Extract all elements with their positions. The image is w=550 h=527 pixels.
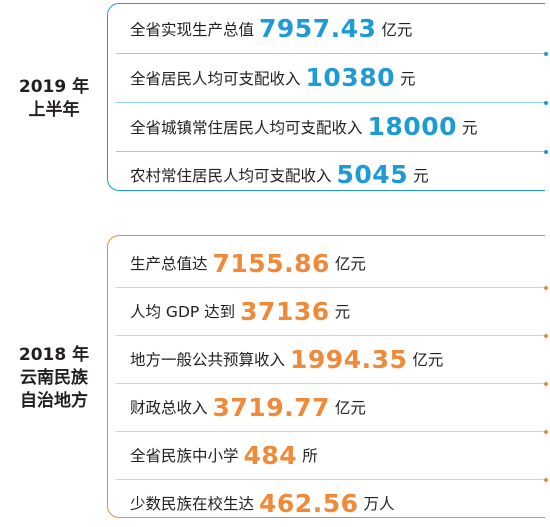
stat-value: 7957.43 [259, 14, 377, 43]
divider-dot [544, 430, 548, 434]
stat-label: 地方一般公共预算收入 [130, 351, 286, 369]
divider-dot [544, 150, 548, 154]
stat-value: 7155.86 [212, 248, 330, 278]
section-title-year: 2018 年 [18, 345, 90, 365]
stat-row: 全省居民人均可支配收入 10380 元 [116, 53, 548, 105]
stat-unit: 元 [334, 303, 351, 321]
stat-label: 全省实现生产总值 [130, 20, 255, 39]
divider-dot [544, 286, 548, 290]
stat-label: 农村常住居民人均可支配收入 [130, 166, 332, 185]
stat-unit: 亿元 [381, 20, 413, 39]
section-title-period: 上半年 [28, 100, 80, 120]
stat-label: 人均 GDP 达到 [130, 303, 236, 321]
stat-row: 生产总值达 7155.86 亿元 [116, 239, 548, 290]
stat-value: 3719.77 [212, 392, 330, 422]
stat-value: 1994.35 [290, 344, 408, 374]
stat-value: 462.56 [259, 488, 359, 518]
stat-row: 全省实现生产总值 7957.43 亿元 [116, 4, 548, 56]
stat-row: 农村常住居民人均可支配收入 5045 元 [116, 150, 545, 199]
stat-unit: 所 [302, 447, 318, 465]
stat-unit: 元 [462, 118, 478, 137]
section-bracket [107, 3, 545, 191]
stat-label: 全省城镇常住居民人均可支配收入 [130, 118, 363, 137]
stat-value: 5045 [336, 160, 409, 189]
section-2019-h1: 2019 年 上半年 全省实现生产总值 7957.43 亿元 全省居民人均可支配… [0, 0, 550, 199]
stat-label: 全省居民人均可支配收入 [130, 69, 301, 88]
section-title: 2018 年 云南民族 自治地方 [4, 344, 104, 413]
divider-dot [544, 334, 548, 338]
section-title-region: 云南民族 [20, 368, 88, 388]
stat-value: 10380 [305, 63, 395, 92]
divider-dot [544, 52, 548, 56]
stat-label: 少数民族在校生达 [130, 495, 255, 513]
divider-dot [544, 382, 548, 386]
stat-row: 全省城镇常住居民人均可支配收入 18000 元 [116, 102, 548, 154]
stat-row: 人均 GDP 达到 37136 元 [116, 287, 548, 338]
stat-label: 生产总值达 [130, 255, 208, 273]
stat-row: 地方一般公共预算收入 1994.35 亿元 [116, 335, 548, 386]
section-bracket [107, 235, 545, 518]
stat-unit: 万人 [363, 495, 395, 513]
stat-unit: 元 [413, 166, 429, 185]
stat-label: 全省民族中小学 [130, 447, 239, 465]
stat-unit: 亿元 [334, 255, 366, 273]
stat-value: 484 [243, 440, 298, 470]
stat-unit: 亿元 [412, 351, 444, 369]
section-title-region-2: 自治地方 [20, 391, 88, 411]
section-2018-ethnic-autonomous: 2018 年 云南民族 自治地方 生产总值达 7155.86 亿元 人均 GDP… [0, 232, 550, 522]
stat-unit: 元 [400, 69, 416, 88]
divider-dot [544, 478, 548, 482]
stat-row: 少数民族在校生达 462.56 万人 [116, 479, 545, 527]
stat-label: 财政总收入 [130, 399, 208, 417]
divider-dot [544, 101, 548, 105]
stat-value: 18000 [367, 112, 457, 141]
section-title: 2019 年 上半年 [4, 76, 104, 122]
stat-row: 财政总收入 3719.77 亿元 [116, 383, 548, 434]
stat-row: 全省民族中小学 484 所 [116, 431, 548, 482]
stat-unit: 亿元 [334, 399, 366, 417]
section-title-year: 2019 年 [18, 77, 90, 97]
stat-value: 37136 [240, 296, 330, 326]
